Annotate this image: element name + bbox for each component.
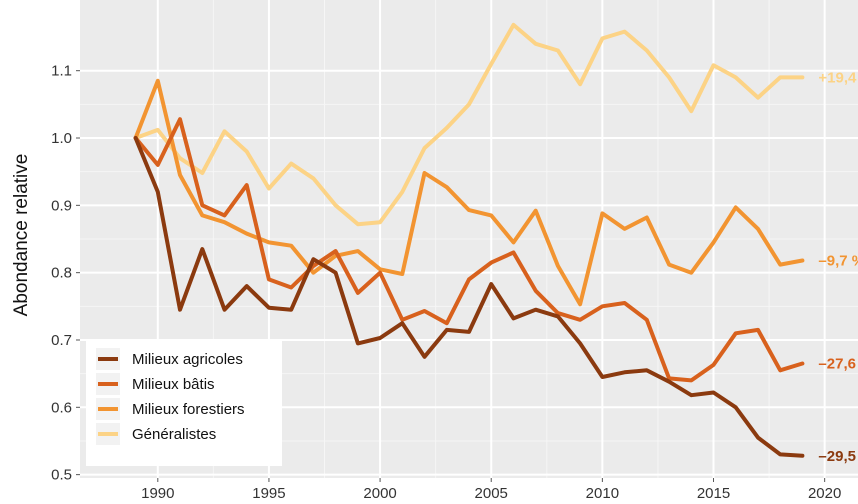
x-axis: 1990 1995 2000 2005 2010 2015 2020 bbox=[141, 478, 841, 502]
y-tick-label: 0.5 bbox=[51, 467, 72, 484]
series-line bbox=[133, 78, 805, 307]
y-tick-label: 1.1 bbox=[51, 63, 72, 80]
x-tick-label: 1995 bbox=[252, 485, 285, 502]
series-end-label: –27,6 % bbox=[818, 356, 858, 373]
legend-entry-label: Milieux agricoles bbox=[132, 351, 243, 368]
x-tick-label: 2005 bbox=[475, 485, 508, 502]
x-tick-label: 2010 bbox=[586, 485, 619, 502]
x-tick-label: 1990 bbox=[141, 485, 174, 502]
series-end-label: –9,7 % bbox=[818, 253, 858, 270]
x-tick-label: 2000 bbox=[363, 485, 396, 502]
legend-entry-label: Généralistes bbox=[132, 426, 216, 443]
series-line bbox=[133, 22, 805, 227]
y-tick-label: 0.8 bbox=[51, 265, 72, 282]
series-layer bbox=[133, 22, 805, 458]
series-line bbox=[133, 136, 805, 458]
legend-entry-label: Milieux forestiers bbox=[132, 401, 245, 418]
x-tick-label: 2020 bbox=[808, 485, 841, 502]
series-end-label: +19,4 % bbox=[818, 69, 858, 86]
legend: Milieux agricoles Milieux bâtis Milieux fo… bbox=[86, 340, 282, 466]
legend-entry-label: Milieux bâtis bbox=[132, 376, 215, 393]
y-tick-label: 0.9 bbox=[51, 197, 72, 214]
end-labels: –29,5 % –27,6 % –9,7 % +19,4 % bbox=[818, 69, 858, 464]
y-axis: 0.5 0.6 0.7 0.8 0.9 1.0 1.1 bbox=[51, 63, 80, 484]
x-tick-label: 2015 bbox=[697, 485, 730, 502]
y-tick-label: 1.0 bbox=[51, 130, 72, 147]
y-axis-title: Abondance relative bbox=[11, 154, 32, 317]
series-end-label: –29,5 % bbox=[818, 448, 858, 465]
y-tick-label: 0.7 bbox=[51, 332, 72, 349]
series-line bbox=[133, 117, 805, 383]
y-tick-label: 0.6 bbox=[51, 399, 72, 416]
